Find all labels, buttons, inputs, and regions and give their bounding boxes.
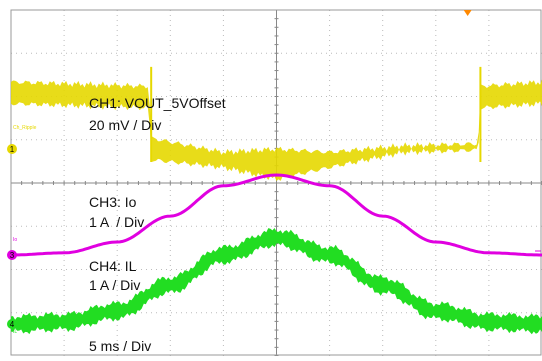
ch4-name-label: CH4: IL (89, 258, 137, 274)
ch4-tiny-label: IL (13, 329, 17, 335)
ch4-marker-number: 4 (10, 320, 15, 329)
ch1-scale-label: 20 mV / Div (89, 117, 162, 133)
graticule-border (10, 9, 542, 356)
timebase-label: 5 ms / Div (89, 338, 152, 354)
ch3-scale-label: 1 A / Div (89, 214, 145, 230)
ch4-scale-label: 1 A / Div (89, 277, 141, 293)
ch3-ground-marker (7, 250, 17, 260)
ch1-waveform (11, 79, 542, 181)
ch1-tiny-label: Ch_Ripple (13, 125, 37, 131)
ch3-marker-number: 3 (10, 251, 15, 260)
ch4-ground-marker (7, 319, 17, 329)
ch3-name-label: CH3: Io (89, 194, 137, 210)
ch3-tiny-label: Io (13, 237, 17, 243)
trigger-marker (463, 10, 472, 16)
ch3-waveform (11, 173, 542, 257)
ch1-marker-number: 1 (10, 145, 15, 154)
ch4-waveform (11, 228, 542, 335)
ch1-ground-marker (7, 144, 17, 154)
ch1-name-label: CH1: VOUT_5VOffset (89, 95, 226, 111)
